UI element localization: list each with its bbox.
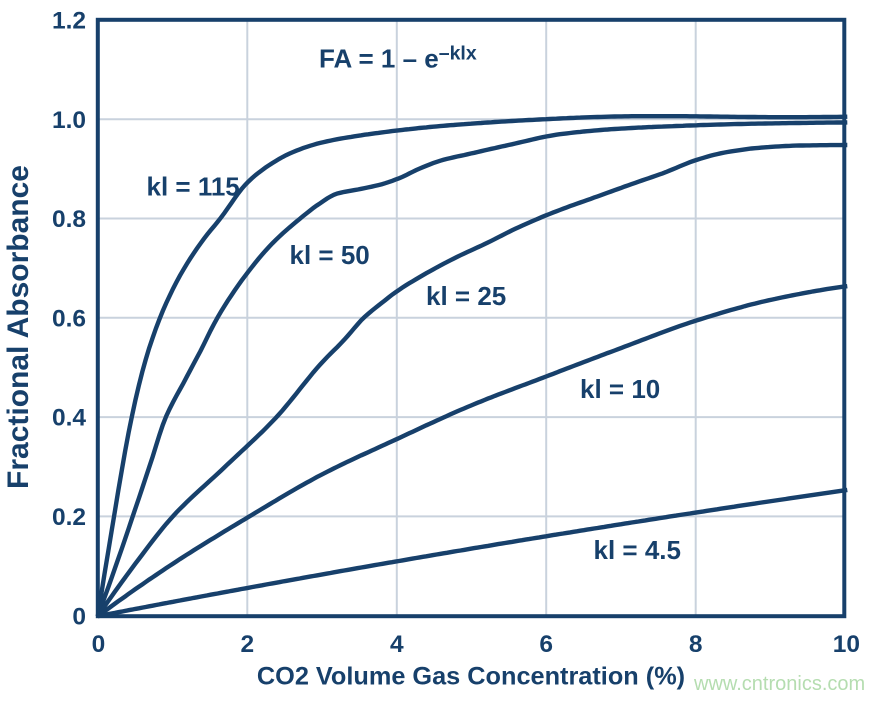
svg-text:8: 8 [689,631,703,658]
svg-text:kl = 50: kl = 50 [290,240,370,270]
svg-text:CO2 Volume Gas Concentration (: CO2 Volume Gas Concentration (%) [257,663,685,691]
svg-text:6: 6 [539,631,553,658]
svg-text:10: 10 [833,631,860,658]
svg-text:0.6: 0.6 [52,305,86,332]
svg-text:4: 4 [390,631,404,658]
svg-text:kl = 4.5: kl = 4.5 [594,535,681,565]
svg-text:kl = 25: kl = 25 [426,281,506,311]
svg-text:0: 0 [72,603,86,630]
svg-text:0: 0 [92,631,106,658]
svg-text:www.cntronics.com: www.cntronics.com [693,673,865,695]
svg-text:1.2: 1.2 [52,8,86,35]
svg-text:kl = 115: kl = 115 [147,172,240,202]
svg-text:0.4: 0.4 [52,405,86,432]
svg-text:1.0: 1.0 [52,107,86,134]
svg-text:0.8: 0.8 [52,206,86,233]
svg-text:Fractional Absorbance: Fractional Absorbance [2,165,35,489]
svg-text:kl = 10: kl = 10 [580,374,660,404]
svg-text:2: 2 [240,631,254,658]
svg-text:0.2: 0.2 [52,504,86,531]
